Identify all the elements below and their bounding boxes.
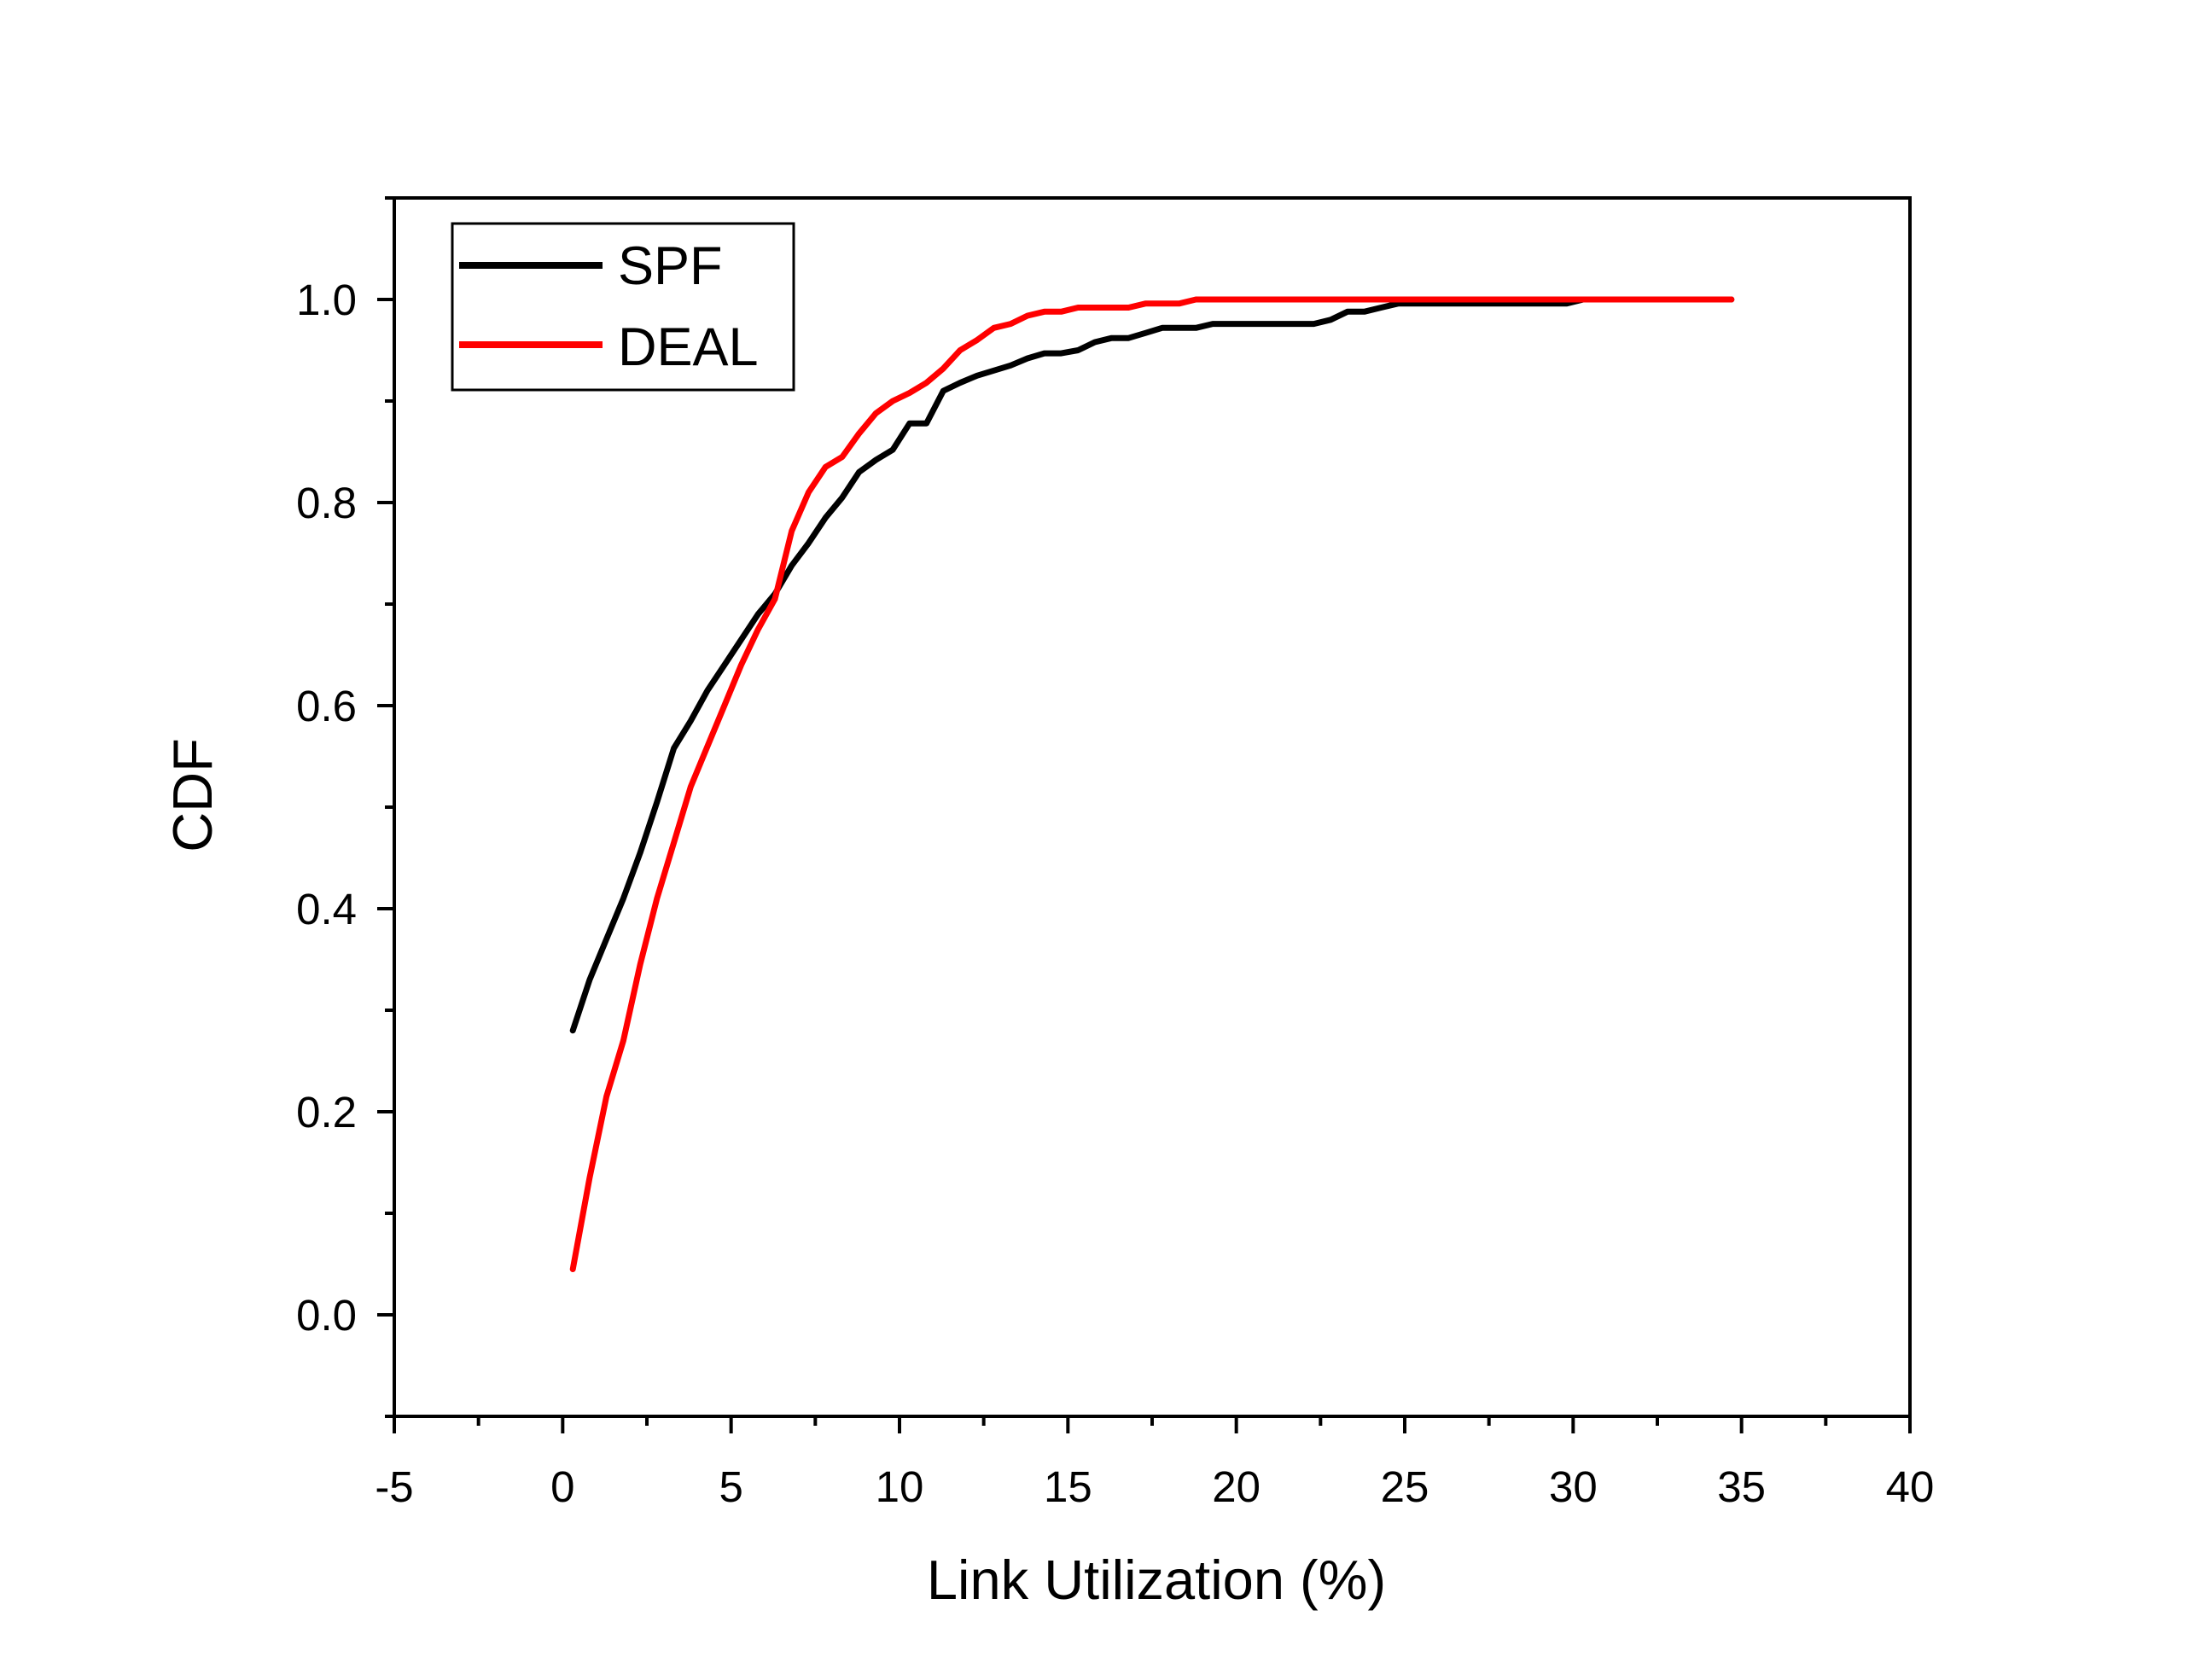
x-tick-label: 0 bbox=[550, 1462, 574, 1511]
y-tick-label: 0.8 bbox=[296, 479, 357, 527]
x-axis-title: Link Utilization (%) bbox=[927, 1549, 1386, 1611]
y-tick-label: 0.6 bbox=[296, 682, 357, 730]
x-tick-label: 10 bbox=[876, 1462, 924, 1511]
y-axis: 0.0 0.2 0.4 0.6 0.8 1.0 bbox=[296, 196, 394, 1418]
y-axis-title: CDF bbox=[161, 738, 224, 852]
x-tick-label: 15 bbox=[1044, 1462, 1092, 1511]
series-line-spf bbox=[569, 296, 1735, 1034]
y-tick-label: 0.0 bbox=[296, 1291, 357, 1340]
series-line-deal bbox=[569, 296, 1735, 1272]
x-tick-label: 35 bbox=[1717, 1462, 1766, 1511]
x-tick-label: 30 bbox=[1549, 1462, 1598, 1511]
y-tick-label: 0.4 bbox=[296, 885, 357, 933]
x-tick-label: 5 bbox=[719, 1462, 742, 1511]
x-tick-label: 40 bbox=[1886, 1462, 1935, 1511]
y-tick-label: 1.0 bbox=[296, 276, 357, 324]
x-tick-label: 25 bbox=[1381, 1462, 1429, 1511]
y-tick-label: 0.2 bbox=[296, 1088, 357, 1136]
x-tick-label: -5 bbox=[375, 1462, 413, 1511]
x-tick-label: 20 bbox=[1212, 1462, 1261, 1511]
legend: SPF DEAL bbox=[451, 222, 795, 392]
series-layer bbox=[569, 296, 1735, 1272]
legend-label-spf: SPF bbox=[618, 236, 723, 296]
x-axis: -5 0 5 10 15 20 25 30 35 40 bbox=[375, 1416, 1934, 1511]
legend-label-deal: DEAL bbox=[618, 317, 759, 377]
legend-box bbox=[451, 222, 795, 392]
